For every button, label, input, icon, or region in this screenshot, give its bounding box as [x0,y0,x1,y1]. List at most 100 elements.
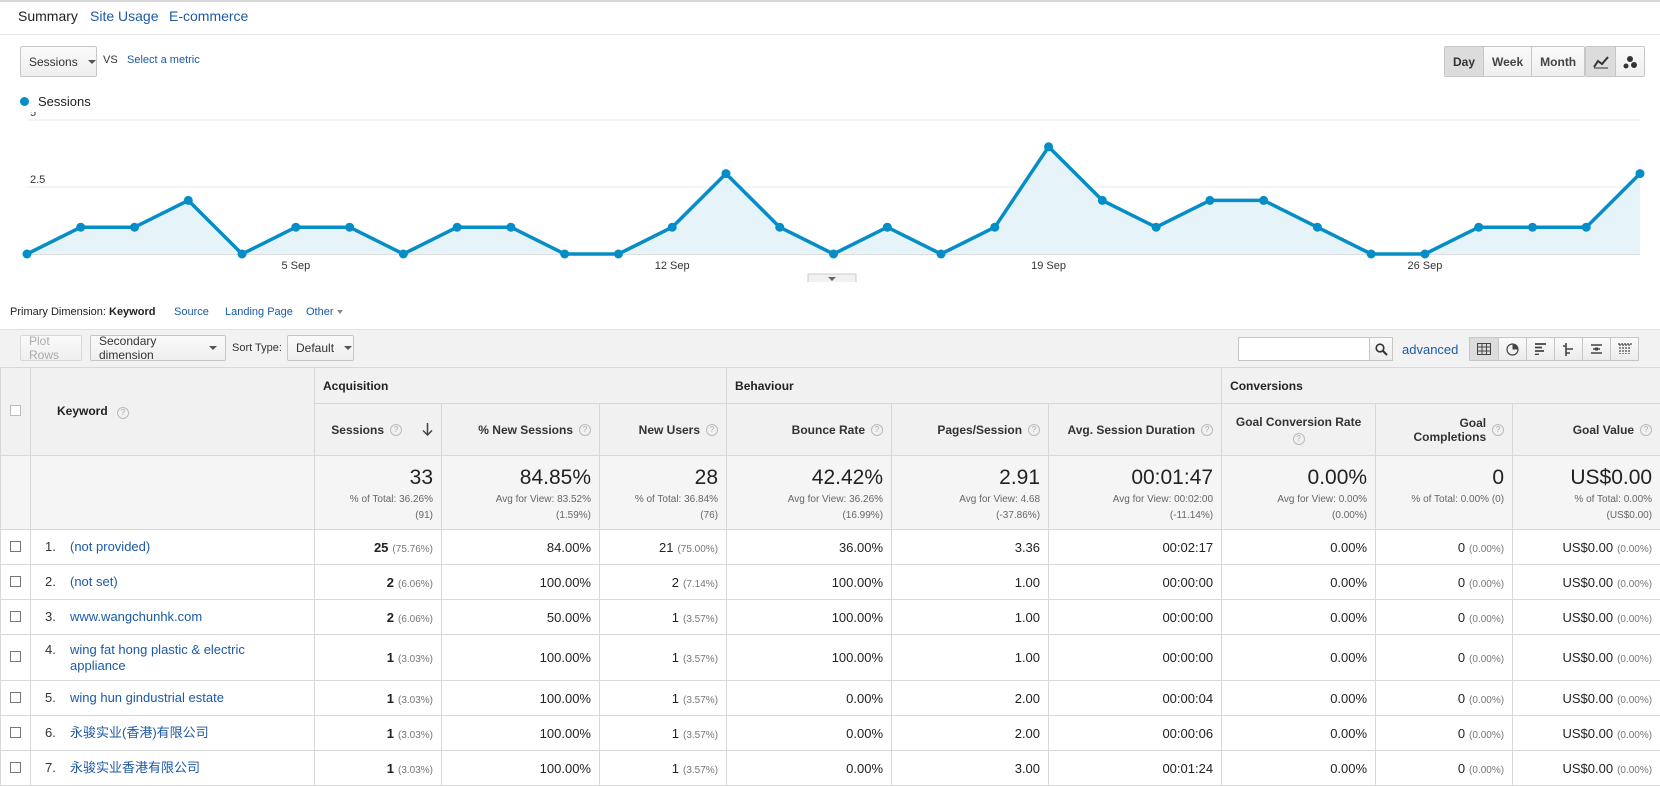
row-number: 5. [45,690,70,705]
dimension-keyword[interactable]: Keyword [109,306,155,318]
row-checkbox[interactable] [10,762,21,773]
row-checkbox[interactable] [10,692,21,703]
plot-rows-label: Plot Rows [29,334,73,362]
sessions-line [27,147,1640,254]
new-users-cell: 2(7.14%) [600,565,727,600]
bounce-rate-value: 0.00% [846,691,883,706]
new-sessions-header[interactable]: % New Sessions? [442,404,600,456]
new-sessions-cell: 100.00% [442,751,600,786]
sessions-area [27,147,1640,254]
new-users-pct: (3.57%) [683,654,718,665]
pages-session-header[interactable]: Pages/Session? [892,404,1049,456]
sessions-pct: (3.03%) [398,765,433,776]
week-button[interactable]: Week [1483,47,1531,76]
help-icon[interactable]: ? [390,424,402,436]
term-cloud-icon[interactable] [1582,338,1610,360]
keyword-link[interactable]: (not set) [70,574,118,590]
help-icon[interactable]: ? [1293,433,1305,445]
sort-type-dropdown[interactable]: Default [287,335,354,361]
help-icon[interactable]: ? [1492,424,1504,436]
help-icon[interactable]: ? [117,407,129,419]
performance-view-icon[interactable] [1526,338,1554,360]
sessions-value: 25 [374,540,388,555]
total-sub: Avg for View: 0.00% [1230,493,1367,506]
new-users-header-label: New Users [639,423,700,437]
row-number: 3. [45,609,70,624]
row-checkbox[interactable] [10,727,21,738]
row-checkbox[interactable] [10,651,21,662]
dimension-other[interactable]: Other [306,306,343,318]
bounce-rate-header[interactable]: Bounce Rate? [727,404,892,456]
keyword-link[interactable]: wing hun gindustrial estate [70,690,224,706]
tab-ecommerce[interactable]: E-commerce [169,8,248,24]
keyword-link[interactable]: wing fat hong plastic & electric applian… [70,642,270,674]
data-point [1044,142,1053,151]
keyword-link[interactable]: 永骏实业香港有限公司 [70,760,200,776]
keyword-cell: 3.www.wangchunhk.com [31,600,315,635]
select-metric-link[interactable]: Select a metric [127,54,200,66]
new-users-header[interactable]: New Users? [600,404,727,456]
goal-completions-header-label: Goal Completions [1384,416,1486,444]
help-icon[interactable]: ? [706,424,718,436]
help-icon[interactable]: ? [579,424,591,436]
goal-completions-header[interactable]: Goal Completions? [1376,404,1513,456]
help-icon[interactable]: ? [871,424,883,436]
goal-rate-value: 0.00% [1330,650,1367,665]
table-view-icon[interactable] [1470,338,1498,360]
row-checkbox[interactable] [10,576,21,587]
comparison-view-icon[interactable] [1554,338,1582,360]
total-new-users: 28% of Total: 36.84%(76) [600,456,727,530]
keyword-header[interactable]: Keyword ? [31,368,315,456]
total-sub: (76) [608,509,718,522]
line-chart-icon[interactable] [1586,47,1615,76]
tab-summary[interactable]: Summary [18,8,78,24]
bounce-rate-cell: 100.00% [727,565,892,600]
new-users-value: 1 [672,691,679,706]
row-checkbox[interactable] [10,541,21,552]
metric-dropdown-label: Sessions [29,55,78,69]
sessions-header[interactable]: Sessions? [315,404,442,456]
avg-duration-value: 00:00:04 [1162,691,1213,706]
data-point [775,223,784,232]
search-button[interactable] [1369,337,1393,361]
pie-view-icon[interactable] [1498,338,1526,360]
avg-duration-value: 00:00:06 [1162,726,1213,741]
dimension-landing-page[interactable]: Landing Page [225,306,293,318]
day-button[interactable]: Day [1445,47,1483,76]
help-icon[interactable]: ? [1640,424,1652,436]
new-sessions-value: 84.00% [547,540,591,555]
table-toolbar: Plot Rows Secondary dimension Sort Type:… [0,329,1660,367]
secondary-dimension-dropdown[interactable]: Secondary dimension [90,335,226,361]
avg-duration-header[interactable]: Avg. Session Duration? [1049,404,1222,456]
data-point [345,223,354,232]
data-point [990,223,999,232]
keyword-link[interactable]: (not provided) [70,539,150,555]
dimension-source[interactable]: Source [174,306,209,318]
y-tick-label: 5 [30,112,36,119]
total-sub: % of Total: 0.00% [1521,493,1652,506]
goal-completions-cell: 0(0.00%) [1376,751,1513,786]
pivot-view-icon[interactable] [1610,338,1638,360]
advanced-filter-link[interactable]: advanced [1402,342,1458,357]
row-checkbox[interactable] [10,611,21,622]
tab-site-usage[interactable]: Site Usage [90,8,158,24]
pages-session-value: 1.00 [1015,650,1040,665]
motion-chart-icon[interactable] [1615,47,1644,76]
metric-dropdown[interactable]: Sessions [20,46,97,77]
goal-value-header[interactable]: Goal Value? [1513,404,1660,456]
goal-rate-value: 0.00% [1330,575,1367,590]
select-all-checkbox[interactable] [10,405,21,416]
month-button[interactable]: Month [1531,47,1584,76]
help-icon[interactable]: ? [1028,424,1040,436]
help-icon[interactable]: ? [1201,424,1213,436]
goal-rate-header[interactable]: Goal Conversion Rate ? [1222,404,1376,456]
keyword-link[interactable]: www.wangchunhk.com [70,609,202,625]
table-search-input[interactable] [1239,338,1367,360]
new-users-cell: 21(75.00%) [600,530,727,565]
keyword-link[interactable]: 永骏实业(香港)有限公司 [70,725,209,741]
table-row: 2.(not set)2(6.06%)100.00%2(7.14%)100.00… [1,565,1660,600]
goal-value-header-label: Goal Value [1573,423,1634,437]
plot-rows-button[interactable]: Plot Rows [20,335,82,361]
new-sessions-value: 100.00% [540,761,591,776]
goal-completions-pct: (0.00%) [1469,654,1504,665]
